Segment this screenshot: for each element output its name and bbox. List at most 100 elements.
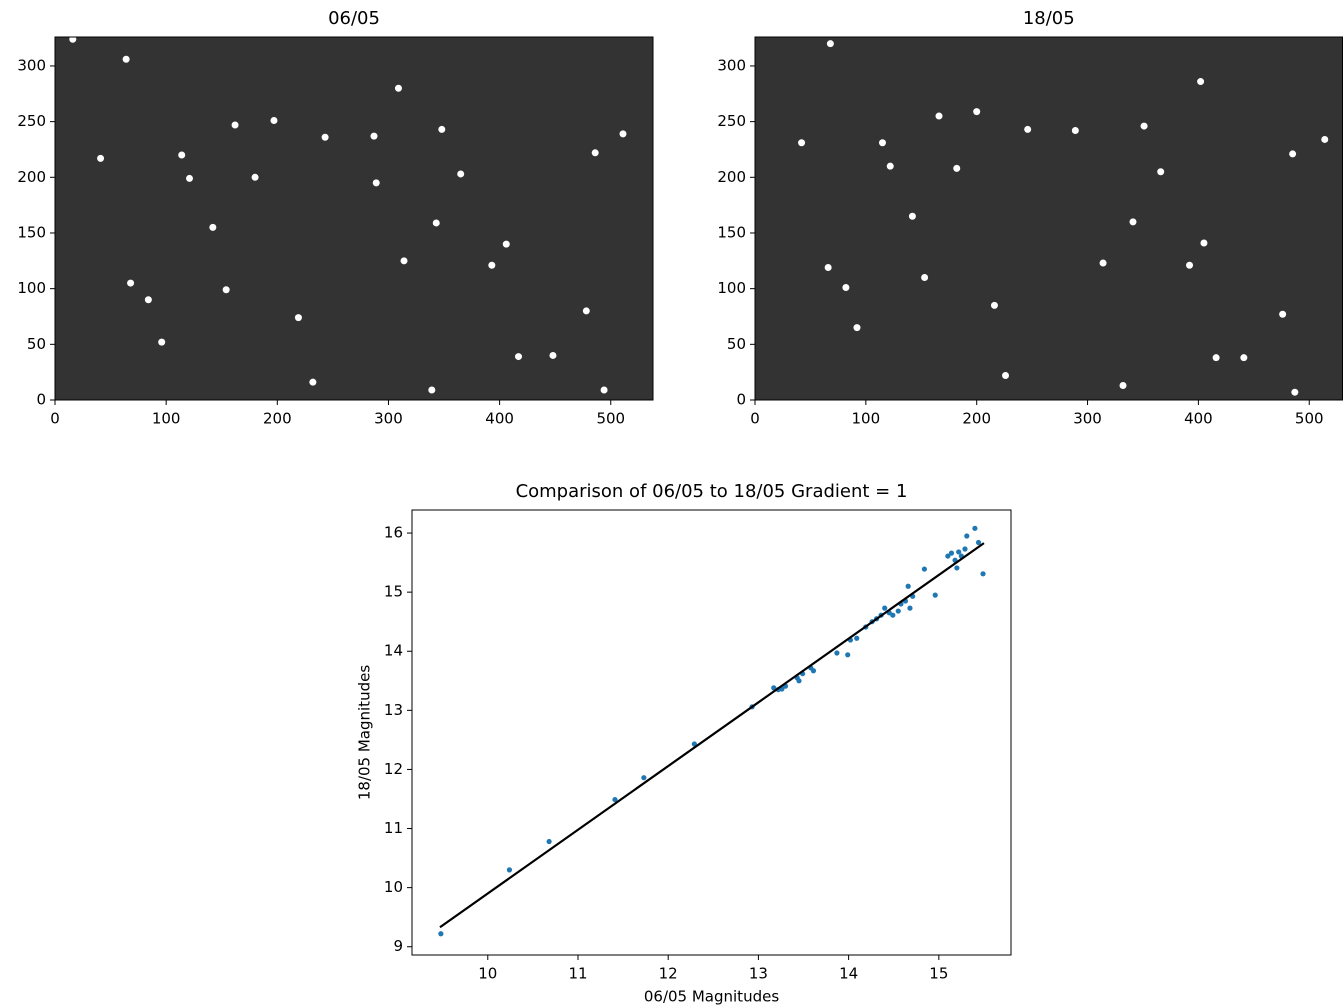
star <box>122 55 130 63</box>
scatter-point <box>890 612 896 618</box>
star <box>270 117 278 125</box>
star <box>515 353 523 361</box>
y-tick-label: 150 <box>717 223 746 241</box>
y-tick-label: 50 <box>27 335 46 353</box>
x-tick-label: 400 <box>485 410 514 428</box>
star <box>1157 168 1165 176</box>
y-tick-label: 0 <box>36 391 46 409</box>
y-tick-label: 9 <box>393 937 403 955</box>
star <box>321 133 329 141</box>
scatter-point <box>907 605 913 611</box>
y-tick-label: 12 <box>384 760 403 778</box>
x-axis-label: 06/05 Magnitudes <box>644 988 779 1005</box>
star <box>1002 372 1010 380</box>
star <box>619 130 627 138</box>
y-tick-label: 14 <box>384 642 403 660</box>
star <box>973 108 981 116</box>
star <box>921 274 929 282</box>
star <box>1321 135 1329 143</box>
star <box>1240 354 1248 362</box>
x-tick-label: 100 <box>152 410 181 428</box>
star <box>222 286 230 294</box>
scatter-point <box>612 796 618 803</box>
chart-title: 18/05 <box>1023 8 1075 29</box>
star <box>432 219 440 227</box>
scatter-point <box>854 635 860 641</box>
scatter-point <box>956 549 962 555</box>
x-tick-label: 400 <box>1184 410 1213 428</box>
star <box>886 162 894 170</box>
scatter-point <box>834 650 840 656</box>
x-tick-label: 14 <box>839 965 858 983</box>
scatter-point <box>546 838 552 845</box>
star <box>908 212 916 220</box>
y-tick-label: 300 <box>17 56 46 74</box>
y-tick-label: 50 <box>727 335 746 353</box>
x-tick-label: 11 <box>568 965 587 983</box>
star <box>935 112 943 120</box>
axes-frame <box>54 36 654 401</box>
scatter-point <box>895 608 901 614</box>
star <box>1197 78 1205 86</box>
star <box>1099 259 1107 267</box>
scatter-point <box>962 546 968 552</box>
scatter-point <box>972 525 978 531</box>
star <box>1291 388 1299 396</box>
star <box>1129 218 1137 226</box>
star <box>97 154 105 162</box>
x-tick-label: 10 <box>478 965 497 983</box>
y-tick-label: 150 <box>17 223 46 241</box>
star <box>990 301 998 309</box>
star <box>394 84 402 92</box>
x-tick-label: 500 <box>1295 410 1324 428</box>
scatter-point <box>964 533 970 539</box>
scatter-point <box>975 539 982 546</box>
star <box>457 170 465 178</box>
scatter-point <box>641 775 647 781</box>
x-tick-label: 200 <box>962 410 991 428</box>
star <box>1279 310 1287 318</box>
star <box>127 279 135 287</box>
x-tick-label: 300 <box>374 410 403 428</box>
star <box>798 139 806 147</box>
star <box>1289 150 1297 158</box>
scatter-point <box>506 867 513 873</box>
star <box>438 125 446 133</box>
image-background <box>755 37 1343 400</box>
scatter-point <box>905 583 911 589</box>
star <box>1200 239 1208 247</box>
star <box>1071 127 1079 135</box>
star <box>185 174 193 182</box>
scatter-point <box>771 685 777 691</box>
chart-title: 06/05 <box>328 8 380 29</box>
y-tick-label: 15 <box>384 583 403 601</box>
scatter-point <box>845 652 851 658</box>
star <box>1024 125 1032 133</box>
star <box>400 257 408 265</box>
y-tick-label: 250 <box>717 112 746 130</box>
x-tick-label: 0 <box>50 410 60 428</box>
star <box>502 240 510 248</box>
chart-title: Comparison of 06/05 to 18/05 Gradient = … <box>516 481 908 502</box>
y-tick-label: 16 <box>384 524 403 542</box>
star <box>144 296 152 304</box>
y-tick-label: 200 <box>717 168 746 186</box>
star <box>488 261 496 269</box>
fit-line <box>439 542 985 929</box>
y-tick-label: 100 <box>717 279 746 297</box>
star <box>1140 122 1148 130</box>
x-tick-label: 13 <box>749 965 768 983</box>
star <box>158 338 166 346</box>
scatter-point <box>945 553 951 559</box>
image-background <box>55 37 653 400</box>
star <box>251 173 259 181</box>
scatter-point <box>921 566 927 572</box>
x-tick-label: 200 <box>263 410 292 428</box>
x-tick-label: 15 <box>929 965 948 983</box>
scatter-point <box>438 931 444 937</box>
star <box>824 263 832 271</box>
star <box>600 386 608 394</box>
star <box>853 324 861 332</box>
y-tick-label: 250 <box>17 112 46 130</box>
axes-frame <box>411 509 1012 956</box>
